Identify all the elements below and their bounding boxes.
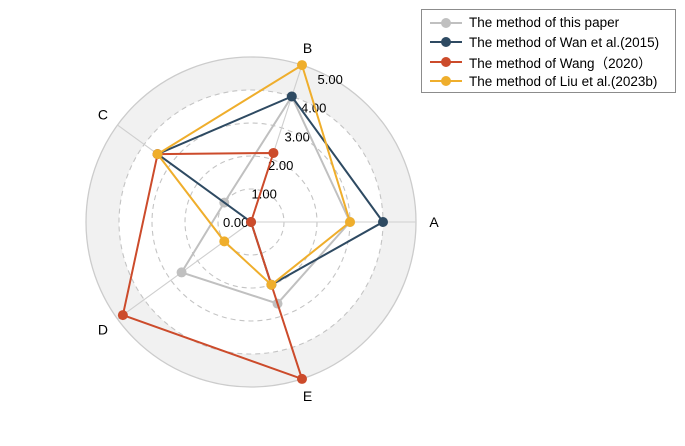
- legend-label: The method of Wan et al.(2015): [469, 34, 660, 50]
- series-point[interactable]: [152, 149, 163, 160]
- radial-tick-label: 3.00: [285, 129, 310, 144]
- legend-item[interactable]: The method of this paper: [422, 13, 675, 33]
- axis-labels: A B C D E: [98, 40, 439, 404]
- series-point[interactable]: [117, 310, 128, 321]
- legend-item[interactable]: The method of Wan et al.(2015): [422, 33, 675, 53]
- axis-label: C: [98, 106, 108, 122]
- series-point[interactable]: [266, 279, 277, 290]
- axis-label: B: [303, 40, 312, 56]
- legend: The method of this paper The method of W…: [421, 9, 676, 93]
- series-layer: [117, 60, 388, 384]
- axis-label: D: [98, 322, 108, 338]
- radial-tick-label: 2.00: [268, 158, 293, 173]
- series-point[interactable]: [286, 91, 297, 102]
- radial-tick-label: 1.00: [252, 186, 277, 201]
- legend-item[interactable]: The method of Wang（2020）: [422, 52, 675, 72]
- legend-label: The method of this paper: [469, 15, 620, 31]
- radial-tick-labels: 0.00 1.00 2.00 3.00 4.00 5.00: [223, 72, 343, 230]
- legend-label: The method of Liu et al.(2023b): [469, 73, 658, 89]
- series-line: [180, 94, 352, 305]
- series-line: [121, 151, 304, 381]
- axis-label: A: [429, 214, 439, 230]
- legend-item[interactable]: The method of Liu et al.(2023b): [422, 72, 675, 92]
- series-point[interactable]: [268, 147, 279, 158]
- series-point[interactable]: [176, 267, 187, 278]
- legend-swatch: [430, 36, 462, 48]
- series-line: [156, 63, 352, 287]
- axis-label: E: [303, 388, 312, 404]
- series-point[interactable]: [219, 236, 230, 247]
- legend-swatch: [430, 75, 462, 87]
- radial-tick-label: 0.00: [223, 215, 248, 230]
- radial-tick-label: 4.00: [301, 101, 326, 116]
- legend-swatch: [430, 56, 462, 68]
- series-point[interactable]: [296, 60, 307, 71]
- series-point[interactable]: [345, 217, 355, 227]
- series-group: [152, 60, 355, 290]
- series-point[interactable]: [296, 373, 307, 384]
- series-point[interactable]: [378, 217, 388, 227]
- series-point[interactable]: [246, 217, 256, 227]
- series-line: [155, 95, 385, 287]
- legend-label: The method of Wang（2020）: [469, 55, 652, 71]
- radial-tick-label: 5.00: [318, 72, 343, 87]
- legend-swatch: [430, 17, 462, 29]
